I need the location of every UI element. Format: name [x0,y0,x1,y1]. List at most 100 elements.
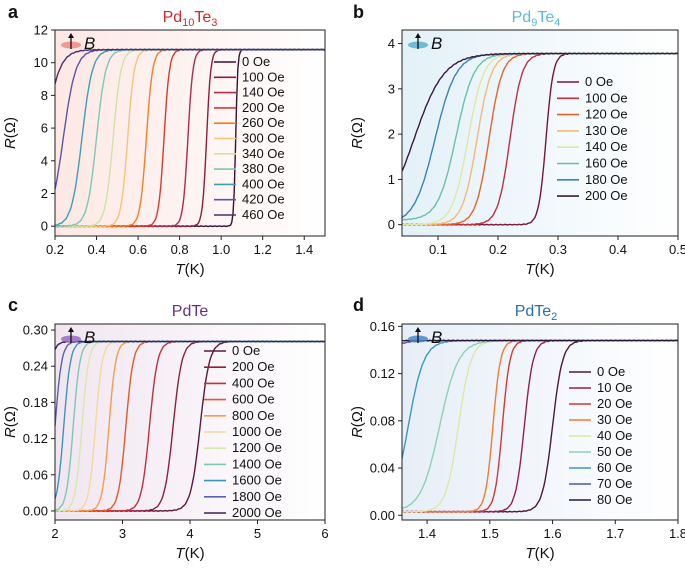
legend-label: 10 Oe [597,380,632,395]
x-axis-label: T(K) [525,545,554,562]
x-axis-var: T [175,261,186,278]
field-arrowhead-icon [415,327,421,332]
legend-label: 100 Oe [242,69,285,84]
title-sub: 10 [182,17,194,29]
x-axis-var: T [525,261,536,278]
y-tick-label: 2 [388,127,395,142]
plot-background [402,324,678,520]
series-line [402,339,678,342]
y-tick-label: 0.12 [370,366,395,381]
x-tick-label: 1.4 [295,242,313,257]
panel-label-d: d [353,295,364,315]
x-tick-label: 0.2 [46,242,64,257]
axes-frame [54,29,326,237]
legend-label: 1200 Oe [232,440,282,455]
title-part: Pd [512,9,532,26]
legend-label: 200 Oe [232,359,275,374]
legend-label: 420 Oe [242,192,285,207]
legend-label: 1800 Oe [232,489,282,504]
y-axis-var: R [2,427,19,438]
legend-label: 120 Oe [585,107,628,122]
legend-label: 300 Oe [242,131,285,146]
axes-frame [401,323,679,521]
x-tick-label: 0.2 [489,242,507,257]
x-tick-label: 0.1 [429,242,447,257]
series-group [402,339,678,513]
legend-label: 600 Oe [232,392,275,407]
legend-label: 260 Oe [242,115,285,130]
x-tick-label: 1.0 [212,242,230,257]
legend-label: 0 Oe [597,364,625,379]
legend-label: 0 Oe [242,54,270,69]
y-axis-label: R(Ω) [2,117,19,149]
y-tick-label: 10 [34,55,48,70]
series-group [402,52,678,226]
x-axis-unit: (K) [535,261,555,278]
legend-label: 340 Oe [242,146,285,161]
title-sub2: 4 [554,17,560,29]
legend-label: 0 Oe [585,74,613,89]
title-sub: 9 [531,17,537,29]
legend-label: 400 Oe [242,176,285,191]
legend-label: 1600 Oe [232,473,282,488]
x-tick-label: 0.4 [609,242,627,257]
legend-label: 20 Oe [597,396,632,411]
title-mid: Te [194,9,211,26]
x-tick-label: 1.8 [669,526,685,541]
y-tick-label: 2 [41,186,48,201]
series-group [55,340,325,512]
legend-label: 460 Oe [242,207,285,222]
legend-label: 100 Oe [585,90,628,105]
y-tick-label: 0.18 [23,395,48,410]
y-tick-label: 1 [388,172,395,187]
legend-label: 140 Oe [242,85,285,100]
y-tick-label: 4 [41,153,48,168]
title-mid: Te [537,9,554,26]
chart-title-a: Pd10Te3 [163,9,218,29]
y-tick-label: 0.06 [23,467,48,482]
y-tick-label: 6 [41,121,48,136]
y-axis-var: R [2,138,19,149]
y-tick-label: 0.00 [23,503,48,518]
y-axis-unit: (Ω) [349,117,366,138]
y-axis-label: R(Ω) [349,406,366,438]
x-tick-label: 1.5 [481,526,499,541]
legend-label: 60 Oe [597,460,632,475]
x-tick-label: 1.6 [544,526,562,541]
x-tick-label: 1.7 [606,526,624,541]
legend-label: 80 Oe [597,492,632,507]
series-line [55,340,325,351]
field-arrowhead-icon [415,33,421,38]
y-axis-unit: (Ω) [349,406,366,427]
legend-label: 130 Oe [585,123,628,138]
title-sub2: 2 [551,311,557,323]
panel-a: a Pd10Te3 0.2 0.4 0.6 0.8 1.0 1.2 1.4024681012… [2,2,326,278]
field-label: B [431,34,442,53]
field-label: B [431,328,442,347]
plot-background [402,30,678,236]
x-tick-label: 3 [119,526,126,541]
chart-title-d: PdTe2 [515,303,558,323]
legend-label: 800 Oe [232,408,275,423]
panel-d: d PdTe2 1.4 1.5 1.6 1.7 1.8 0.00 0.04 0.08 0.12 0… [349,295,685,562]
x-axis-label: T(K) [525,261,554,278]
legend-label: 50 Oe [597,444,632,459]
legend-label: 2000 Oe [232,505,282,520]
legend-label: 380 Oe [242,161,285,176]
legend-label: 1000 Oe [232,424,282,439]
y-tick-label: 0.12 [23,431,48,446]
y-tick-label: 0.00 [370,508,395,523]
legend-label: 400 Oe [232,375,275,390]
x-tick-label: 0.6 [129,242,147,257]
x-tick-label: 0.8 [171,242,189,257]
x-axis-unit: (K) [185,545,205,562]
y-axis-label: R(Ω) [2,406,19,438]
y-tick-label: 0 [388,217,395,232]
legend-label: 70 Oe [597,476,632,491]
title-part: PdTe [172,303,209,320]
legend-label: 180 Oe [585,172,628,187]
field-label: B [84,328,95,347]
y-axis-label: R(Ω) [349,117,366,149]
title-sub2: 3 [211,17,217,29]
